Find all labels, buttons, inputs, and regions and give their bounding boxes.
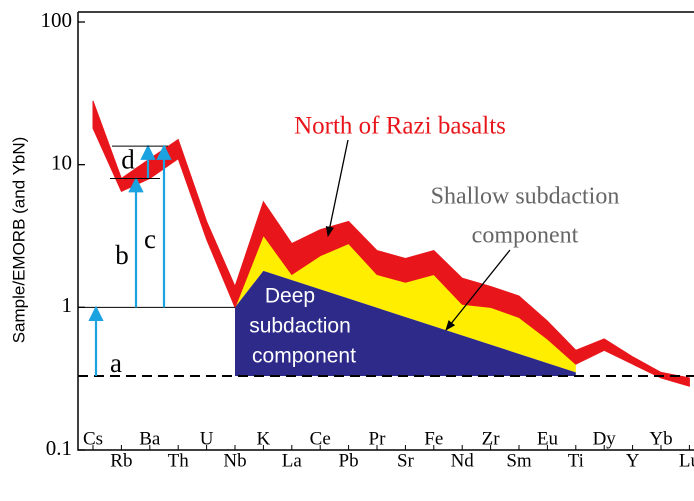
x-tick-label: Pr [369, 428, 387, 449]
x-tick-label: U [200, 428, 214, 449]
x-tick-label: La [282, 450, 303, 471]
x-tick-label: Pb [339, 450, 359, 471]
x-tick-label: Sm [506, 450, 532, 471]
arrow-label: c [144, 224, 156, 254]
x-tick-label: Rb [110, 450, 132, 471]
x-tick-label: Nb [223, 450, 246, 471]
x-tick-label: Fe [424, 428, 443, 449]
y-tick-label: 1 [62, 293, 73, 317]
pointer-arrow [325, 139, 349, 238]
x-tick-label: Zr [482, 428, 501, 449]
x-tick-label: K [257, 428, 271, 449]
arrow-label: a [110, 348, 122, 378]
annotation: North of Razi basalts [294, 113, 506, 140]
x-tick-label: Ti [568, 450, 584, 471]
basalt-band [92, 100, 690, 387]
x-tick-label: Ce [310, 428, 331, 449]
x-tick-label: Dy [593, 428, 617, 449]
arrow-label: b [115, 240, 129, 270]
x-tick-label: Y [626, 450, 640, 471]
axis-frame [77, 11, 694, 451]
y-tick-label: 10 [51, 150, 72, 174]
shallow-component [235, 235, 576, 373]
deep-component [235, 270, 576, 377]
x-tick-label: Sr [397, 450, 415, 471]
x-tick-label: Th [168, 450, 190, 471]
annotation: Shallow subdaction [431, 184, 620, 210]
x-tick-label: Eu [537, 428, 559, 449]
x-tick-label: Yb [649, 428, 672, 449]
x-tick-label: Ba [139, 428, 161, 449]
y-tick-label: 0.1 [46, 436, 72, 460]
x-tick-label: Lu [679, 450, 694, 471]
x-tick-label: Nd [451, 450, 475, 471]
annotation: component [472, 223, 579, 249]
y-axis-label: Sample/EMORB (and YbN) [9, 137, 28, 344]
annotation: Deep [265, 285, 315, 308]
annotation: component [252, 345, 356, 368]
annotation: subdaction [249, 315, 351, 338]
y-tick-label: 100 [41, 8, 73, 32]
x-tick-label: Cs [83, 428, 103, 449]
pointer-arrow [445, 249, 511, 331]
arrow-label: d [121, 144, 135, 174]
